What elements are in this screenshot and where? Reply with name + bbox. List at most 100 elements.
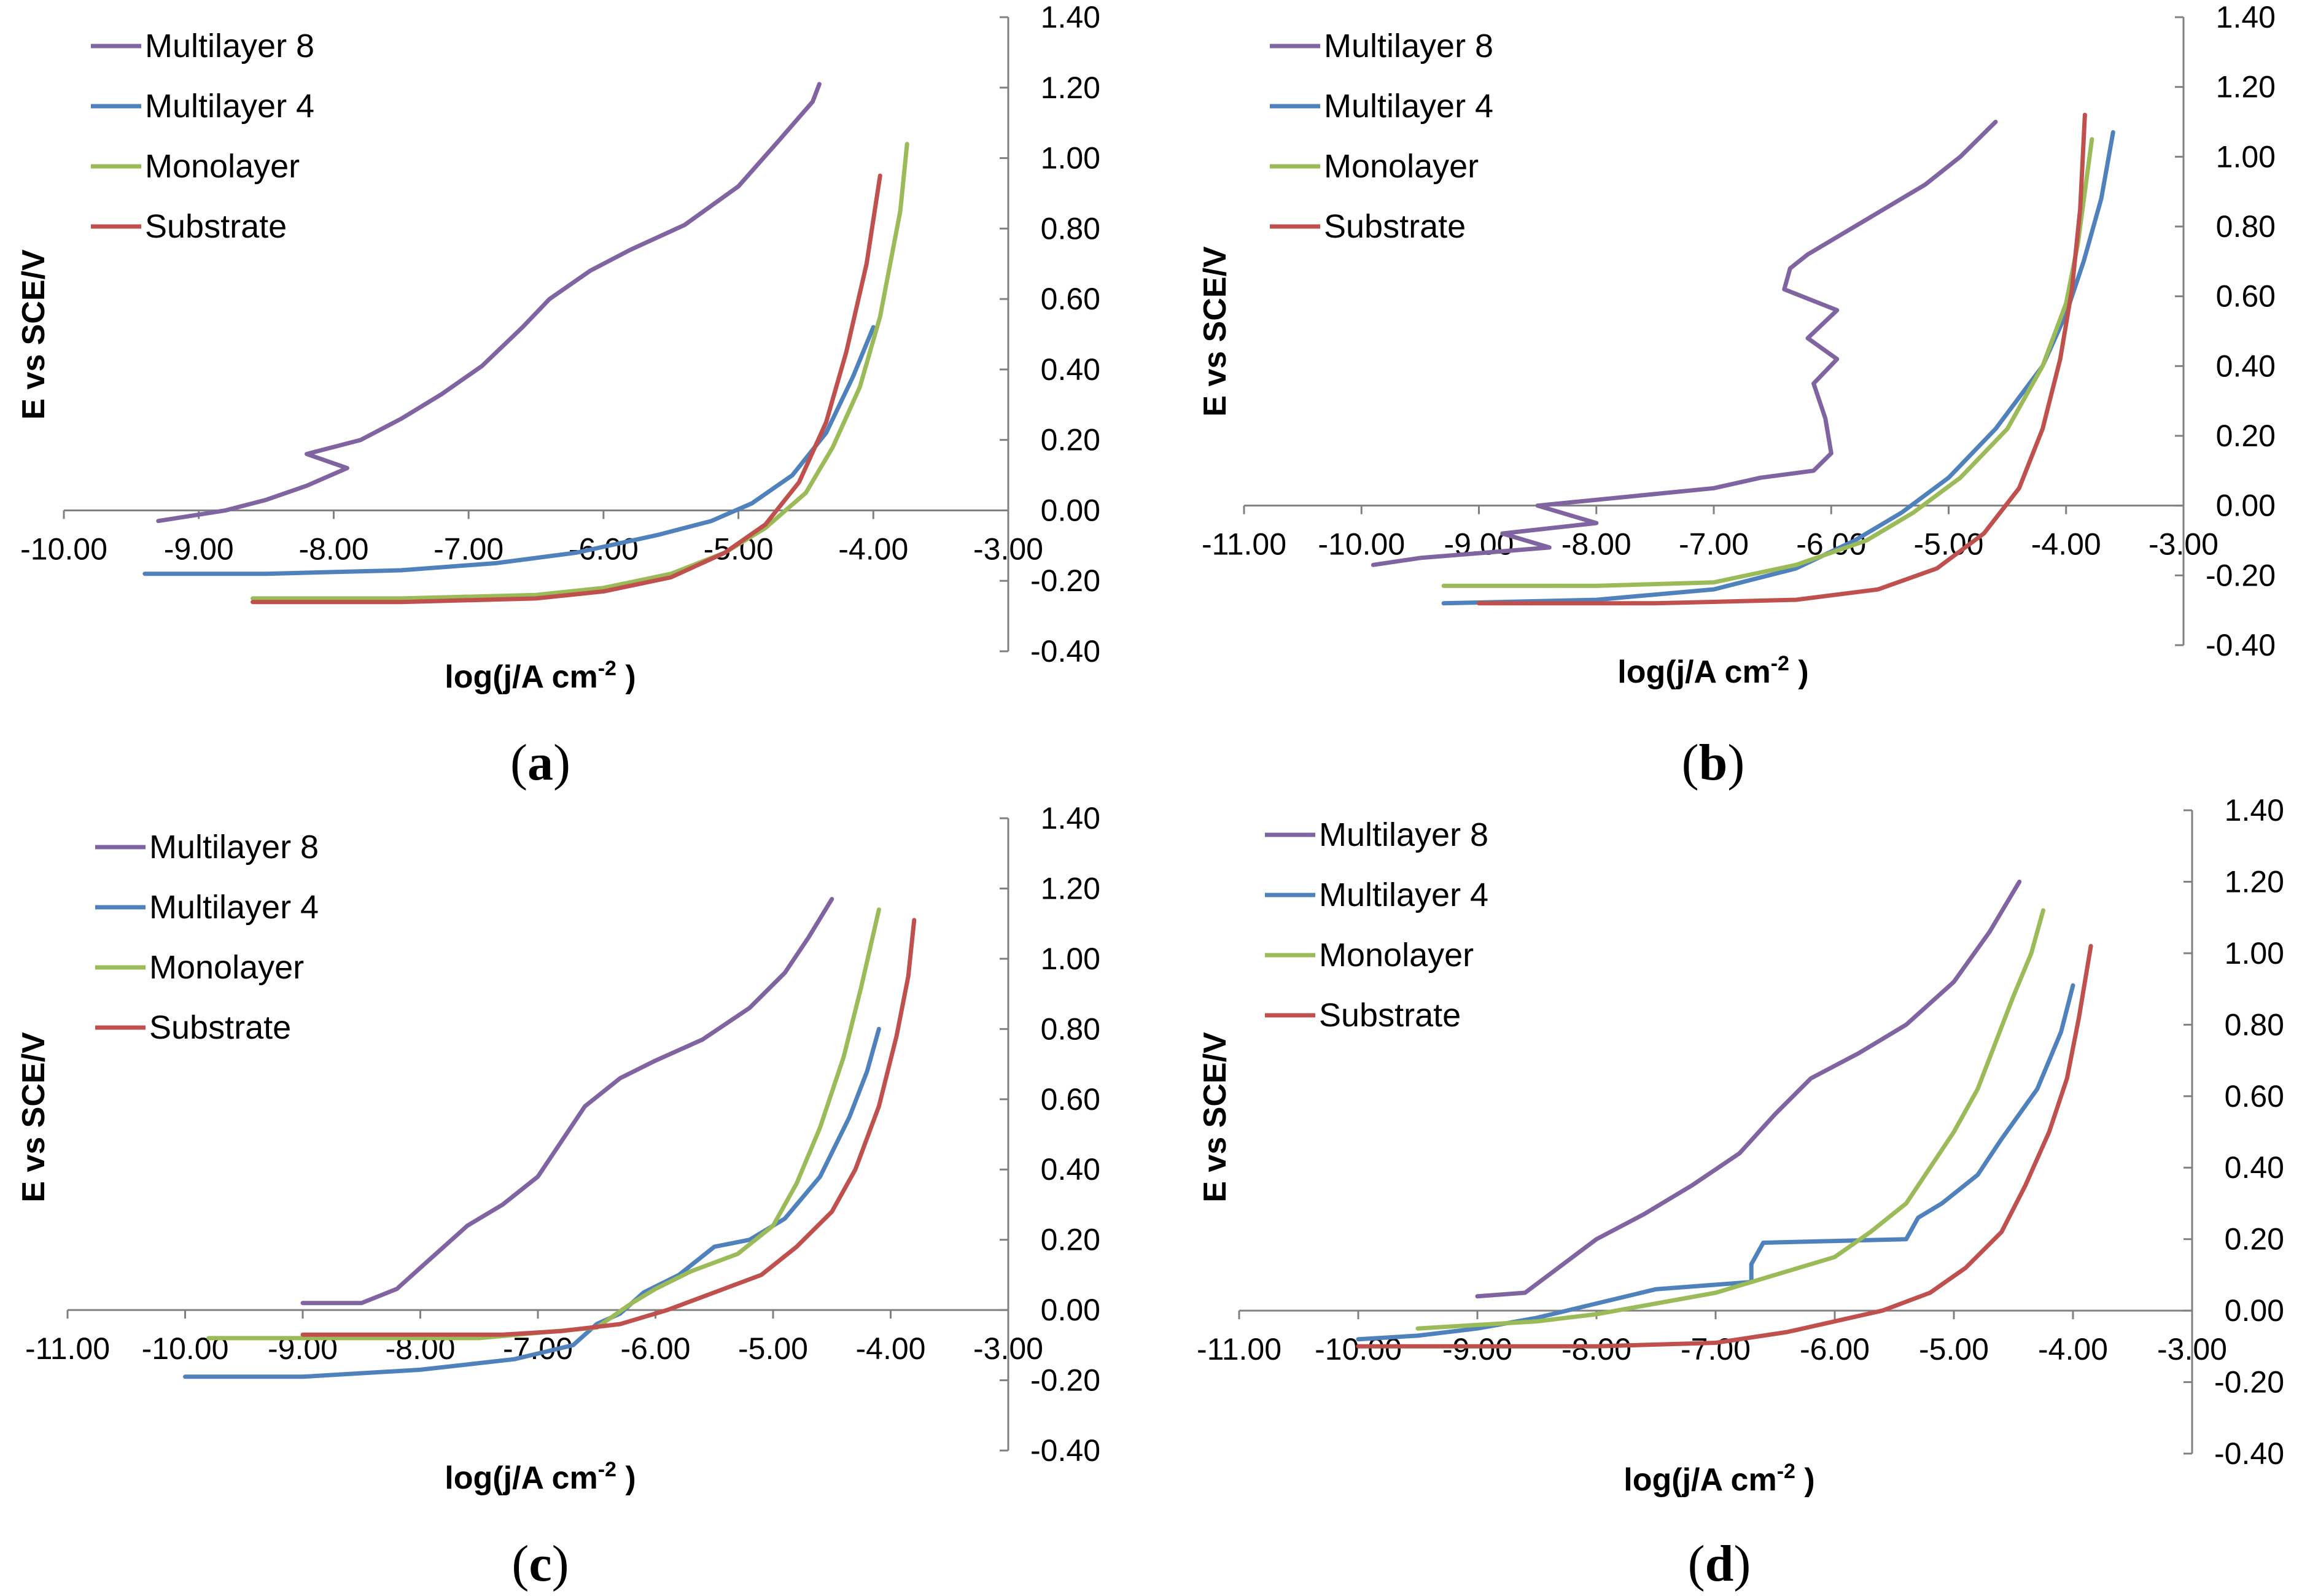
legend-label: Multilayer 8 — [1324, 28, 1493, 64]
x-axis-title: log(j/A cm-2 ) — [445, 1458, 636, 1496]
series-line-substrate — [300, 918, 917, 1337]
y-tick-label: 0.20 — [2225, 1222, 2284, 1257]
x-tick-label: -3.00 — [973, 532, 1043, 566]
y-axis-title: E vs SCE/V — [1197, 246, 1233, 417]
x-tick-label: -4.00 — [856, 1331, 926, 1366]
panel-label: (c) — [511, 1535, 569, 1592]
y-tick-label: 0.40 — [1041, 1152, 1100, 1187]
series-line-multilayer-8 — [300, 897, 834, 1306]
x-tick-label: -4.00 — [2031, 527, 2101, 562]
panel-letter: d — [1705, 1535, 1734, 1592]
series-line-multilayer-4 — [183, 1026, 881, 1379]
x-tick-label: -6.00 — [569, 532, 639, 566]
series-line-substrate — [251, 173, 882, 605]
x-axis-title-close: ) — [1789, 654, 1809, 690]
panel-label: (b) — [1682, 734, 1745, 791]
panel-label: (d) — [1688, 1535, 1751, 1592]
y-tick-label: 0.20 — [1041, 423, 1100, 457]
x-tick-label: -5.00 — [738, 1331, 808, 1366]
series-line-multilayer-4 — [1356, 983, 2075, 1342]
y-tick-label: 0.40 — [1041, 352, 1100, 387]
y-tick-label: 1.40 — [1041, 0, 1100, 34]
x-axis-title-close: ) — [1795, 1462, 1815, 1498]
x-tick-label: -9.00 — [164, 532, 234, 566]
series-line-monolayer — [1441, 137, 2094, 588]
x-tick-label: -10.00 — [1318, 527, 1405, 562]
y-tick-label: 1.20 — [1041, 71, 1100, 105]
y-tick-label: 0.80 — [2216, 209, 2276, 244]
x-tick-label: -10.00 — [20, 532, 107, 566]
y-tick-label: 1.40 — [2225, 793, 2284, 827]
y-tick-label: 0.20 — [2216, 419, 2276, 453]
y-tick-label: -0.40 — [2206, 628, 2276, 662]
x-tick-label: -6.00 — [1800, 1332, 1870, 1366]
y-tick-label: 1.40 — [1041, 801, 1100, 835]
legend-label: Multilayer 4 — [1319, 877, 1488, 913]
y-axis-title: E vs SCE/V — [16, 249, 52, 420]
y-tick-label: 0.00 — [2216, 489, 2276, 523]
y-tick-label: 0.60 — [2225, 1079, 2284, 1114]
legend-label: Multilayer 4 — [145, 88, 314, 125]
y-tick-label: 1.20 — [1041, 871, 1100, 905]
legend-label: Substrate — [149, 1009, 291, 1046]
y-tick-label: 0.60 — [2216, 279, 2276, 314]
y-tick-label: -0.40 — [1030, 1433, 1100, 1468]
y-tick-label: 1.20 — [2216, 70, 2276, 104]
x-tick-label: -3.00 — [2149, 527, 2219, 562]
x-axis-title-superscript: -2 — [598, 1458, 616, 1481]
panel-letter: b — [1699, 734, 1728, 791]
x-tick-label: -4.00 — [838, 532, 908, 566]
y-tick-label: 0.00 — [1041, 493, 1100, 527]
y-tick-label: -0.40 — [2214, 1436, 2284, 1471]
x-axis-title-main: log(j/A cm — [445, 1460, 597, 1496]
x-tick-label: -5.00 — [704, 532, 774, 566]
x-tick-label: -11.00 — [25, 1331, 110, 1366]
legend-label: Monolayer — [149, 949, 304, 986]
series-line-substrate — [1477, 112, 2087, 606]
legend-label: Monolayer — [1319, 937, 1474, 974]
y-tick-label: 0.80 — [1041, 211, 1100, 246]
legend-label: Multilayer 4 — [149, 889, 319, 926]
x-tick-label: -5.00 — [1914, 527, 1984, 562]
legend-label: Monolayer — [1324, 148, 1479, 185]
x-tick-label: -11.00 — [1202, 527, 1286, 562]
y-axis-title: E vs SCE/V — [1197, 1032, 1233, 1203]
x-tick-label: -9.00 — [1442, 1332, 1512, 1366]
series-line-multilayer-4 — [142, 325, 876, 576]
y-tick-label: -0.20 — [2206, 558, 2276, 592]
y-tick-label: 1.00 — [2225, 936, 2284, 970]
x-axis-title-main: log(j/A cm — [1624, 1462, 1776, 1498]
y-tick-label: 1.20 — [2225, 864, 2284, 899]
y-tick-label: 0.40 — [2216, 349, 2276, 383]
legend-label: Multilayer 8 — [145, 28, 314, 64]
series-line-monolayer — [1415, 908, 2045, 1331]
x-axis-title: log(j/A cm-2 ) — [1617, 652, 1808, 690]
y-axis-title: E vs SCE/V — [16, 1032, 52, 1203]
y-tick-label: 1.00 — [1041, 141, 1100, 176]
panel-a: -10.00 -9.00 -8.00 -7.00 -6.00 -5.00 -4.00 -3.0… — [16, 0, 1100, 791]
x-axis-title-superscript: -2 — [1777, 1460, 1795, 1483]
x-tick-label: -11.00 — [1197, 1332, 1281, 1366]
y-tick-label: 1.00 — [1041, 942, 1100, 976]
legend-label: Multilayer 8 — [1319, 816, 1488, 853]
x-tick-label: -6.00 — [621, 1331, 691, 1366]
x-axis-title-close: ) — [616, 659, 636, 695]
y-tick-label: 0.80 — [1041, 1012, 1100, 1046]
series-line-monolayer — [206, 907, 881, 1341]
panel-c: -11.00 -10.00 -9.00 -8.00 -7.00 -6.00 -5.00 -4.… — [16, 801, 1100, 1592]
x-axis-title-close: ) — [616, 1460, 636, 1496]
series-line-substrate — [1356, 943, 2093, 1349]
panel-label: (a) — [510, 734, 570, 791]
x-tick-label: -4.00 — [2038, 1332, 2108, 1366]
x-tick-label: -7.00 — [1679, 527, 1749, 562]
x-axis-title-superscript: -2 — [598, 657, 616, 680]
series-line-multilayer-8 — [1371, 120, 1998, 567]
x-tick-label: -8.00 — [298, 532, 368, 566]
x-tick-label: -7.00 — [434, 532, 504, 566]
panel-letter: a — [527, 734, 553, 791]
panel-b: -11.00 -10.00 -9.00 -8.00 -7.00 -6.00 -5.00 -4.… — [1197, 0, 2276, 791]
legend-label: Monolayer — [145, 148, 300, 185]
x-axis-title-superscript: -2 — [1771, 652, 1789, 675]
x-tick-label: -3.00 — [2157, 1332, 2227, 1366]
